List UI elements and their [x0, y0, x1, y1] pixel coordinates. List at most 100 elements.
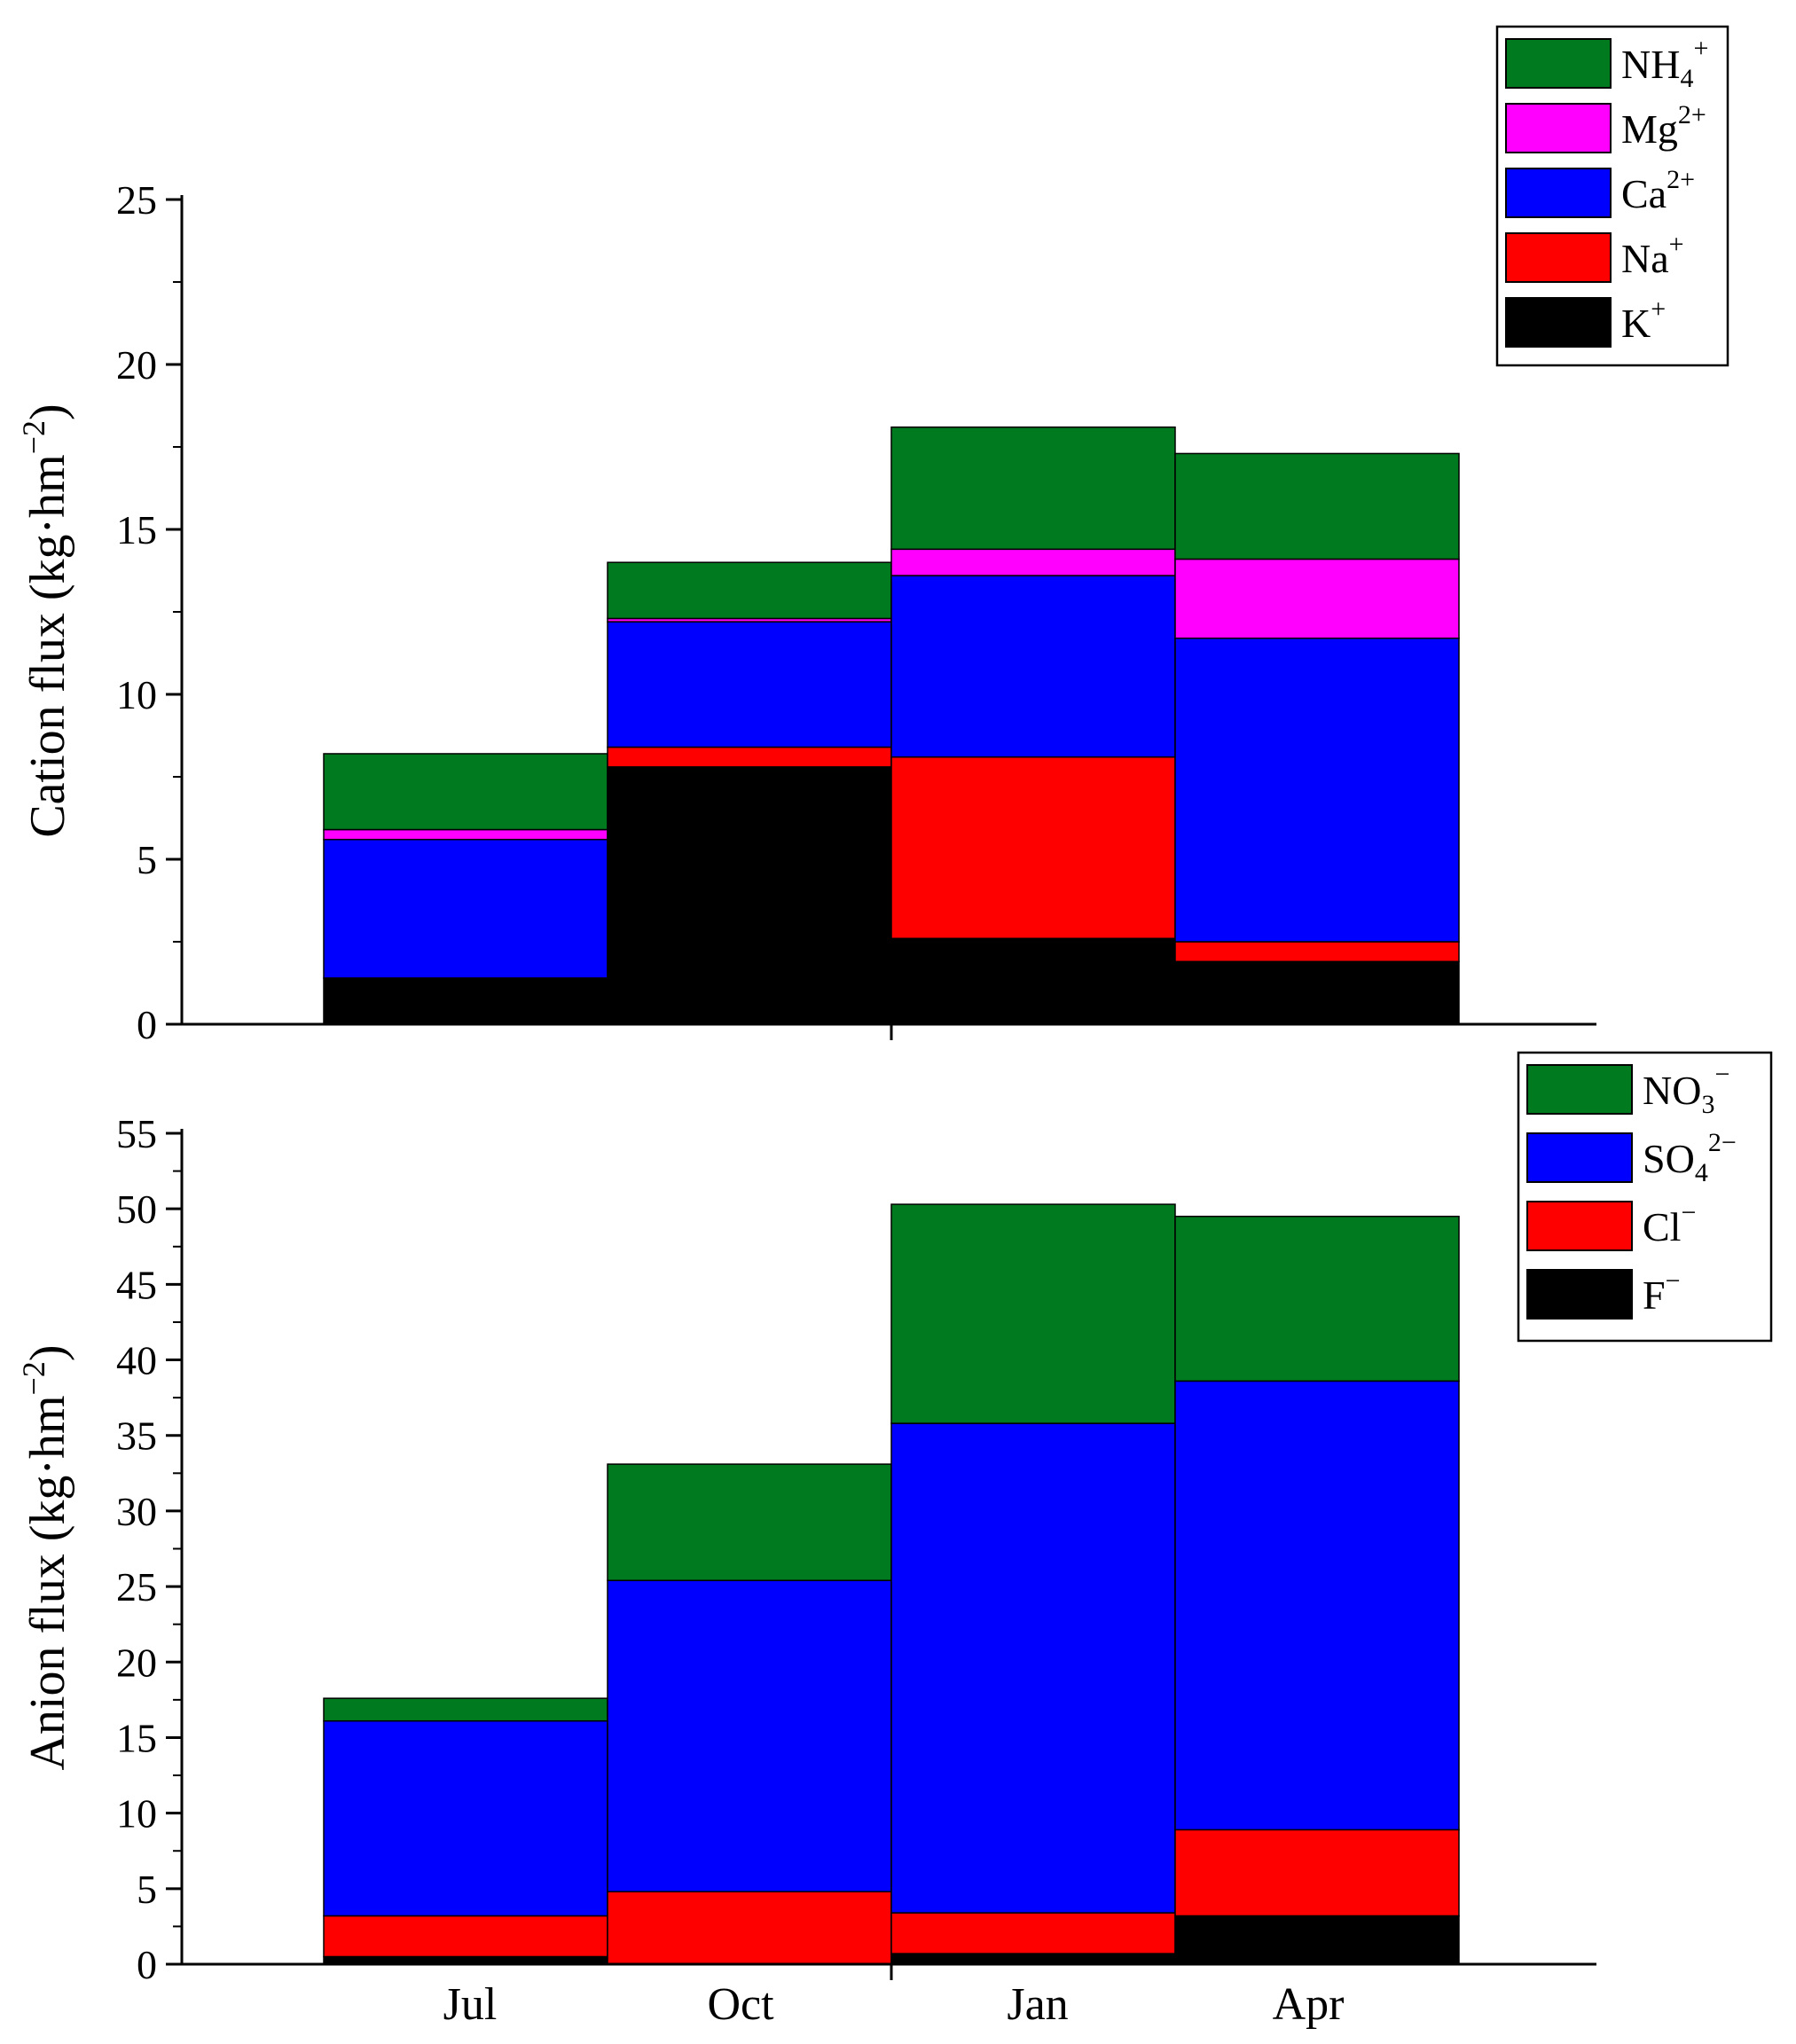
bar-jan-k	[890, 937, 1176, 1025]
y-tick-label: 5	[137, 837, 157, 882]
bar-jul-k	[323, 977, 608, 1025]
x-category-label: Apr	[1273, 1979, 1345, 2030]
y-tick-label: 15	[116, 507, 157, 552]
legend-swatch-na	[1505, 232, 1612, 283]
bar-jan-f	[890, 1953, 1176, 1965]
x-category-label: Jan	[1007, 1979, 1068, 2030]
y-tick-label: 25	[116, 177, 157, 223]
y-tick-label: 35	[116, 1414, 157, 1459]
legend-label-f: F−	[1643, 1266, 1681, 1318]
legend-label-base: SO	[1643, 1136, 1695, 1181]
legend-label-sub: 3	[1701, 1090, 1714, 1119]
legend-label-k: K+	[1621, 294, 1666, 346]
legend-label-base: Ca	[1621, 171, 1667, 216]
bar-jul-no3	[323, 1697, 608, 1722]
bar-jul-mg	[323, 828, 608, 841]
legend-label-sup: −	[1666, 1266, 1681, 1296]
y-axis-title-sup: −2	[16, 420, 51, 454]
x-category-label: Oct	[707, 1979, 774, 2030]
legend-swatch-cl	[1526, 1201, 1633, 1251]
legend-label-sup: −	[1714, 1060, 1729, 1089]
bar-jul-nh4	[323, 753, 608, 831]
bar-jan-nh4	[890, 426, 1176, 551]
bar-apr-no3	[1174, 1215, 1460, 1382]
legend-top: NH4+Mg2+Ca2+Na+K+	[1495, 25, 1729, 367]
legend-label-sup: 2−	[1708, 1128, 1737, 1157]
bar-jan-ca	[890, 575, 1176, 758]
bar-apr-ca	[1174, 638, 1460, 943]
bar-jan-na	[890, 756, 1176, 940]
bar-oct-na	[607, 746, 892, 768]
legend-swatch-no3	[1526, 1064, 1633, 1115]
y-tick-label: 15	[116, 1715, 157, 1760]
bar-oct-so4	[607, 1579, 892, 1892]
y-axis-title-sup: −2	[16, 1361, 51, 1395]
y-axis-title-close: )	[20, 1344, 75, 1361]
legend-label-sup: +	[1651, 294, 1666, 324]
y-axis-title-main: Cation flux (kg·hm	[20, 454, 75, 837]
bar-apr-k	[1174, 960, 1460, 1025]
y-axis-title-close: )	[20, 403, 75, 420]
y-tick-label: 0	[137, 1942, 157, 1987]
bar-jul-so4	[323, 1719, 608, 1917]
y-axis-title: Cation flux (kg·hm−2)	[16, 403, 75, 837]
legend-swatch-ca	[1505, 168, 1612, 218]
legend-label-sup: +	[1669, 230, 1684, 259]
y-tick-label: 0	[137, 1002, 157, 1047]
legend-label-base: K	[1621, 301, 1651, 346]
x-category-label: Jul	[443, 1979, 498, 2030]
bar-apr-nh4	[1174, 452, 1460, 560]
bar-jan-mg	[890, 548, 1176, 576]
y-axis-title: Anion flux (kg·hm−2)	[16, 1344, 75, 1770]
y-tick-label: 20	[116, 342, 157, 388]
bar-apr-mg	[1174, 558, 1460, 639]
legend-label-base: F	[1643, 1273, 1666, 1318]
y-tick-label: 30	[116, 1489, 157, 1534]
legend-label-sub: 4	[1680, 64, 1693, 93]
bar-oct-no3	[607, 1463, 892, 1582]
bar-oct-nh4	[607, 561, 892, 620]
y-tick-label: 40	[116, 1338, 157, 1383]
legend-label-sub: 4	[1695, 1158, 1708, 1187]
legend-label-sup: −	[1681, 1198, 1696, 1227]
legend-label-so4: SO42−	[1643, 1128, 1737, 1187]
bar-jul-cl	[323, 1915, 608, 1958]
bar-oct-k	[607, 766, 892, 1025]
y-tick-label: 50	[116, 1186, 157, 1232]
y-axis-title-main: Anion flux (kg·hm	[20, 1395, 75, 1770]
panel-bottom-chart: 0 5 10 15 20 25 30 35 40 45 50 55 Jul Oct Jan Apr Anion …	[16, 1051, 1773, 2030]
legend-label-sup: 2+	[1667, 165, 1695, 194]
bar-apr-so4	[1174, 1380, 1460, 1831]
legend-label-na: Na+	[1621, 230, 1684, 281]
legend-swatch-mg	[1505, 103, 1612, 153]
legend-label-sup: 2+	[1678, 100, 1706, 129]
legend-label-base: Cl	[1643, 1204, 1681, 1249]
y-tick-label: 20	[116, 1640, 157, 1685]
legend-bottom: NO3−SO42−Cl−F−	[1517, 1051, 1773, 1343]
bar-jan-no3	[890, 1203, 1176, 1424]
legend-label-no3: NO3−	[1643, 1060, 1729, 1119]
y-tick-label: 55	[116, 1111, 157, 1156]
y-tick-label: 10	[116, 672, 157, 717]
bar-jan-so4	[890, 1422, 1176, 1914]
bar-jul-ca	[323, 838, 608, 979]
y-tick-label: 45	[116, 1262, 157, 1307]
y-tick-label: 10	[116, 1791, 157, 1836]
legend-label-base: NO	[1643, 1068, 1701, 1113]
bar-apr-f	[1174, 1915, 1460, 1965]
legend-label-mg: Mg2+	[1621, 100, 1706, 152]
legend-label-base: NH	[1621, 42, 1680, 87]
bar-apr-na	[1174, 941, 1460, 963]
legend-swatch-so4	[1526, 1132, 1633, 1183]
legend-swatch-k	[1505, 297, 1612, 348]
bar-apr-cl	[1174, 1829, 1460, 1917]
y-tick-label: 5	[137, 1867, 157, 1912]
legend-label-base: Na	[1621, 236, 1669, 281]
legend-label-cl: Cl−	[1643, 1198, 1696, 1249]
legend-label-sup: +	[1693, 34, 1708, 63]
legend-swatch-f	[1526, 1269, 1633, 1320]
bar-oct-ca	[607, 621, 892, 748]
